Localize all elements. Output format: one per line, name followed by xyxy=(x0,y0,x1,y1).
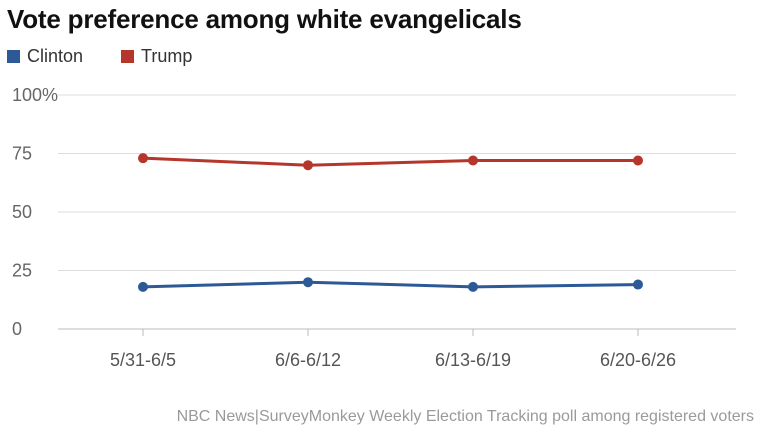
source-note: NBC News|SurveyMonkey Weekly Election Tr… xyxy=(176,408,754,425)
chart-title: Vote preference among white evangelicals xyxy=(7,4,522,34)
series-line-clinton xyxy=(141,280,640,289)
y-axis: 100% 75 50 25 0 xyxy=(12,85,58,339)
legend-item-clinton: Clinton xyxy=(7,46,83,67)
data-point-trump xyxy=(138,153,148,164)
x-tick-label: 6/13-6/19 xyxy=(435,350,511,370)
grid-lines xyxy=(58,94,736,330)
series-lines xyxy=(141,156,640,289)
data-point-clinton xyxy=(633,279,643,290)
y-tick-label: 75 xyxy=(12,144,32,164)
y-tick-label: 0 xyxy=(12,319,22,339)
series-line-trump xyxy=(141,156,640,167)
data-point-clinton xyxy=(303,277,313,288)
y-tick-label: 50 xyxy=(12,202,32,222)
series-points xyxy=(138,153,643,292)
data-point-trump xyxy=(468,155,478,166)
data-point-clinton xyxy=(468,281,478,292)
data-point-trump xyxy=(633,155,643,166)
y-tick-label: 100% xyxy=(12,85,58,105)
legend: Clinton Trump xyxy=(7,46,230,67)
legend-swatch-clinton xyxy=(7,50,20,63)
x-axis: 5/31-6/5 6/6-6/12 6/13-6/19 6/20-6/26 xyxy=(110,329,676,370)
y-tick-label: 25 xyxy=(12,261,32,281)
x-tick-label: 6/20-6/26 xyxy=(600,350,676,370)
legend-swatch-trump xyxy=(121,50,135,63)
x-tick-label: 5/31-6/5 xyxy=(110,350,176,370)
legend-item-trump: Trump xyxy=(121,46,192,67)
legend-label-clinton: Clinton xyxy=(27,46,84,66)
legend-label-trump: Trump xyxy=(141,46,193,66)
data-point-trump xyxy=(303,160,313,171)
data-point-clinton xyxy=(138,281,148,292)
x-tick-label: 6/6-6/12 xyxy=(275,350,341,370)
